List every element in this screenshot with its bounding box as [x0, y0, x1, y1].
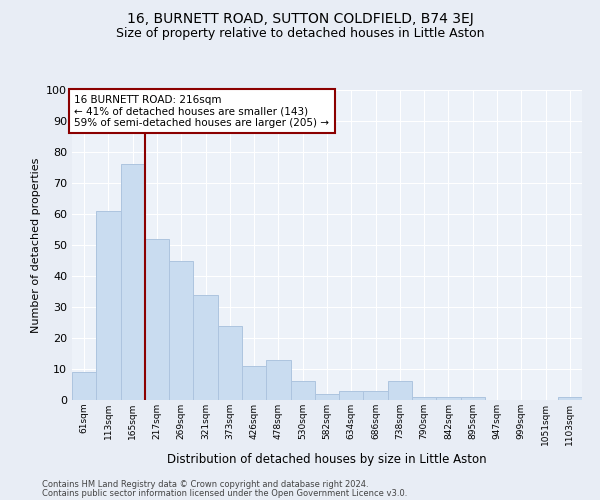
- Y-axis label: Number of detached properties: Number of detached properties: [31, 158, 41, 332]
- Bar: [461, 397, 485, 400]
- Bar: [218, 326, 242, 400]
- Bar: [72, 372, 96, 400]
- Bar: [96, 211, 121, 400]
- Bar: [436, 397, 461, 400]
- Bar: [315, 394, 339, 400]
- Bar: [412, 397, 436, 400]
- Text: 16, BURNETT ROAD, SUTTON COLDFIELD, B74 3EJ: 16, BURNETT ROAD, SUTTON COLDFIELD, B74 …: [127, 12, 473, 26]
- Bar: [388, 382, 412, 400]
- Bar: [169, 260, 193, 400]
- Bar: [290, 382, 315, 400]
- Bar: [558, 397, 582, 400]
- Text: 16 BURNETT ROAD: 216sqm
← 41% of detached houses are smaller (143)
59% of semi-d: 16 BURNETT ROAD: 216sqm ← 41% of detache…: [74, 94, 329, 128]
- Text: Contains public sector information licensed under the Open Government Licence v3: Contains public sector information licen…: [42, 488, 407, 498]
- Bar: [145, 239, 169, 400]
- Bar: [266, 360, 290, 400]
- Text: Size of property relative to detached houses in Little Aston: Size of property relative to detached ho…: [116, 28, 484, 40]
- X-axis label: Distribution of detached houses by size in Little Aston: Distribution of detached houses by size …: [167, 453, 487, 466]
- Bar: [339, 390, 364, 400]
- Bar: [121, 164, 145, 400]
- Bar: [364, 390, 388, 400]
- Bar: [242, 366, 266, 400]
- Bar: [193, 294, 218, 400]
- Text: Contains HM Land Registry data © Crown copyright and database right 2024.: Contains HM Land Registry data © Crown c…: [42, 480, 368, 489]
